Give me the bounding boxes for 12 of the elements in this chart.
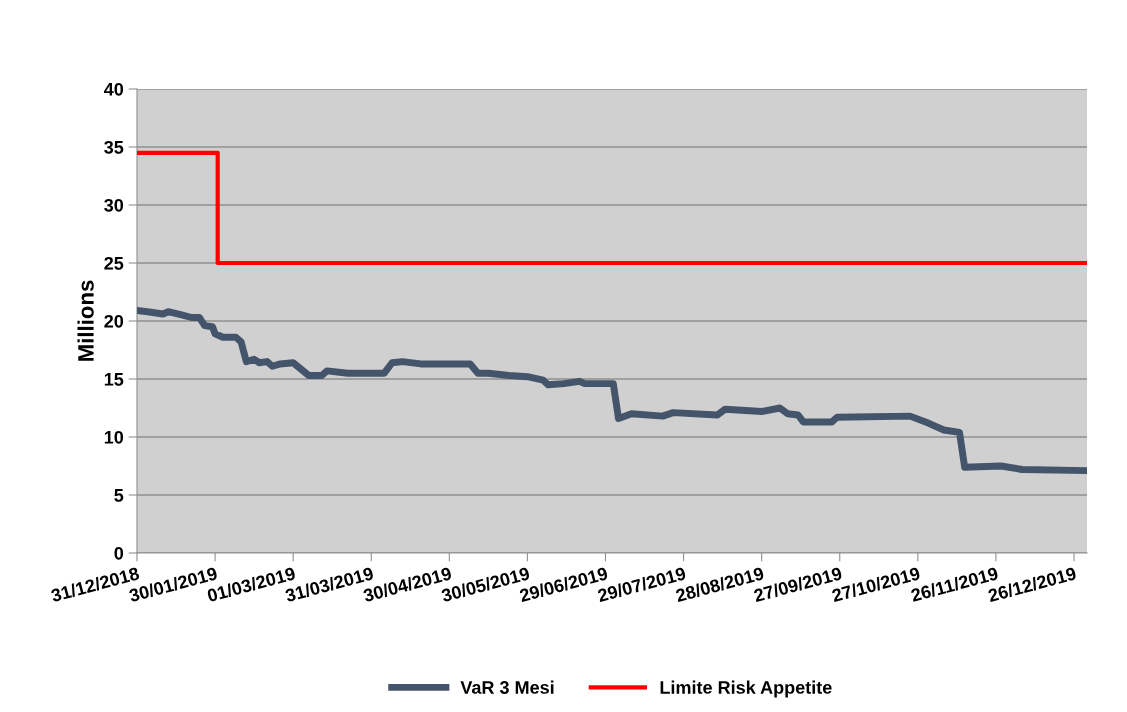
y-tick-label: 35 [104,140,124,154]
y-tick-label: 30 [104,198,124,212]
y-tick-label: 10 [104,430,124,444]
y-tick-label: 25 [104,256,124,270]
y-axis-title: Millions [77,280,94,361]
y-tick-label: 20 [104,314,124,328]
legend-label: VaR 3 Mesi [460,680,554,694]
y-tick-label: 5 [114,489,124,502]
y-tick-label: 0 [114,546,124,560]
y-tick-label: 40 [104,82,124,96]
legend-label: Limite Risk Appetite [660,680,832,698]
y-tick-label: 15 [104,373,124,386]
